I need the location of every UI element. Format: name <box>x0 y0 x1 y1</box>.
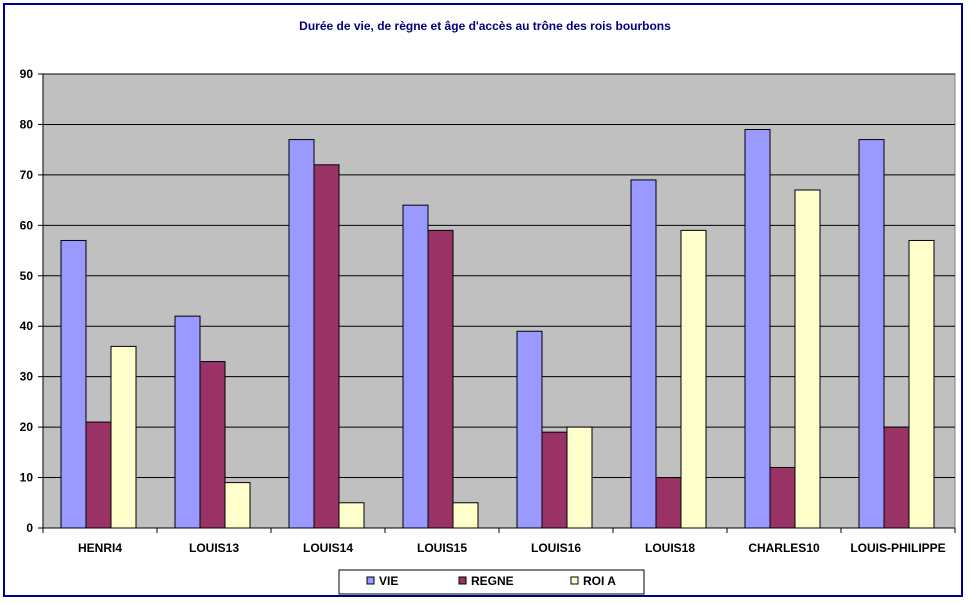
bar-roi-a <box>452 502 479 529</box>
legend-label: REGNE <box>471 574 514 588</box>
bar-roi-a <box>680 229 707 529</box>
legend-swatch <box>458 576 467 585</box>
chart-title: Durée de vie, de règne et âge d'accès au… <box>299 19 671 33</box>
y-tick-label: 10 <box>20 471 34 485</box>
bar-roi-a <box>338 502 365 529</box>
legend-swatch <box>570 576 579 585</box>
y-tick-label: 40 <box>20 319 34 333</box>
y-tick-label: 20 <box>20 420 34 434</box>
x-tick-label: LOUIS-PHILIPPE <box>850 541 945 555</box>
bar-regne <box>199 361 226 529</box>
x-tick-label: LOUIS15 <box>417 541 467 555</box>
legend-swatch <box>366 576 375 585</box>
y-tick-label: 80 <box>20 117 34 131</box>
bar-vie <box>516 330 543 529</box>
bar-regne <box>85 421 112 529</box>
bar-roi-a <box>794 189 821 529</box>
bar-regne <box>427 229 454 529</box>
bar-roi-a <box>224 482 251 529</box>
bar-roi-a <box>110 345 137 529</box>
bar-regne <box>883 426 910 529</box>
bar-roi-a <box>908 239 935 529</box>
bar-regne <box>541 431 568 529</box>
bar-vie <box>288 139 315 529</box>
legend: VIE REGNE ROI A <box>338 569 645 595</box>
legend-label: VIE <box>379 574 398 588</box>
y-tick-label: 0 <box>26 521 33 535</box>
x-tick-label: HENRI4 <box>78 541 122 555</box>
x-tick-label: LOUIS16 <box>531 541 581 555</box>
bar-vie <box>60 239 87 529</box>
legend-box <box>338 569 645 595</box>
bar-regne <box>313 164 340 529</box>
x-tick-label: LOUIS18 <box>645 541 695 555</box>
x-tick-label: LOUIS13 <box>189 541 239 555</box>
x-axis-ticks: HENRI4 LOUIS13 LOUIS14 LOUIS15 LOUIS16 LOUIS1… <box>42 528 956 555</box>
y-axis-ticks: 0 10 20 30 40 50 60 70 80 90 <box>20 67 43 535</box>
bar-vie <box>630 179 657 529</box>
bar-regne <box>769 466 796 529</box>
y-tick-label: 70 <box>20 168 34 182</box>
legend-label: ROI A <box>583 574 616 588</box>
bar-vie <box>744 128 771 529</box>
bar-vie <box>402 204 429 529</box>
bar-vie <box>858 139 885 529</box>
bar-vie <box>174 315 201 529</box>
y-tick-label: 90 <box>20 67 34 81</box>
x-tick-label: CHARLES10 <box>748 541 820 555</box>
y-tick-label: 50 <box>20 269 34 283</box>
y-tick-label: 30 <box>20 370 34 384</box>
x-tick-label: LOUIS14 <box>303 541 353 555</box>
bar-roi-a <box>566 426 593 529</box>
bar-regne <box>655 477 682 529</box>
y-tick-label: 60 <box>20 218 34 232</box>
